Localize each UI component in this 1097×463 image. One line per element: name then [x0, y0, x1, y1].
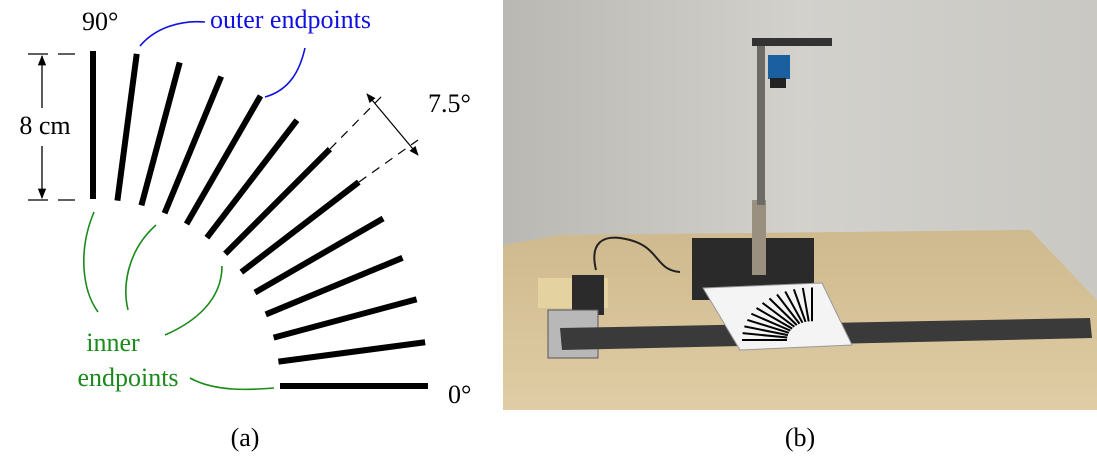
length-label: 8 cm: [19, 111, 70, 140]
angle-0-label: 0°: [448, 380, 471, 409]
callout: [265, 48, 305, 97]
line-segment: [117, 54, 136, 201]
angle-dimension: [330, 94, 418, 182]
callout: [126, 225, 156, 310]
post: [752, 200, 766, 275]
motor: [572, 275, 604, 315]
dashed-extension: [330, 96, 382, 149]
camera-arm: [752, 38, 832, 46]
step-angle-label: 7.5°: [428, 89, 471, 118]
line-segment: [187, 96, 261, 224]
photo: [503, 0, 1097, 410]
arrow: [367, 94, 418, 155]
camera: [768, 55, 790, 79]
line-segment: [255, 219, 383, 293]
caption: (a): [231, 423, 260, 452]
rod: [757, 40, 765, 205]
line-segment: [278, 342, 425, 361]
angle-90-label: 90°: [82, 7, 118, 36]
callout: [165, 266, 222, 335]
callout: [140, 22, 205, 46]
caption: (b): [785, 423, 815, 452]
figure: 8 cm 7.5° 90° 0° outer endpoints inner e…: [0, 0, 1097, 463]
inner-endpoints-label: endpoints: [77, 363, 178, 392]
line-segments: [93, 51, 428, 386]
dashed-extension: [359, 140, 418, 182]
lens: [770, 78, 786, 88]
outer-endpoints-label: outer endpoints: [210, 5, 371, 34]
callout: [84, 212, 98, 312]
callout: [190, 378, 274, 389]
line-segment: [225, 149, 330, 254]
line-segment: [207, 120, 297, 237]
inner-endpoints-label: inner: [86, 328, 140, 357]
line-segment: [241, 182, 358, 272]
